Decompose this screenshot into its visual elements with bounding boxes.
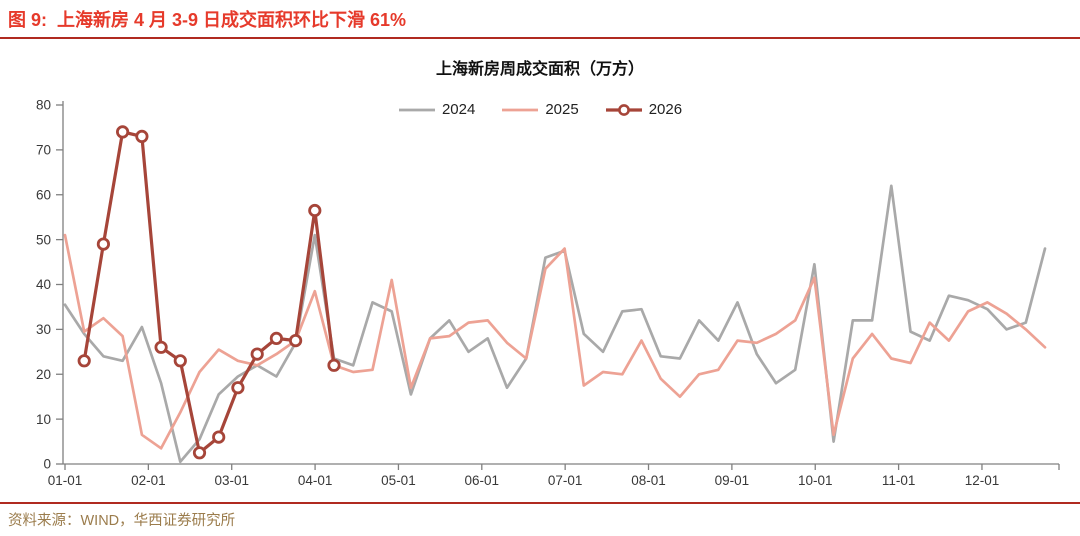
x-tick-label: 01-01 (48, 473, 83, 488)
x-tick-label: 02-01 (131, 473, 166, 488)
legend-line-icon (502, 108, 539, 111)
data-point-marker (77, 354, 91, 368)
data-point-marker (173, 354, 187, 368)
axes (56, 101, 1060, 470)
legend-item-2025[interactable]: 2025 (501, 101, 579, 118)
x-tick-label: 05-01 (381, 473, 416, 488)
data-point-marker (269, 331, 283, 345)
top-divider (0, 37, 1080, 39)
series-line-2026 (82, 130, 336, 455)
data-point-marker (212, 430, 226, 444)
chart-legend: 2024 2025 2026 (0, 101, 1080, 118)
x-tick-label: 12-01 (965, 473, 1000, 488)
legend-item-2026[interactable]: 2026 (605, 101, 682, 118)
legend-label: 2026 (648, 101, 683, 118)
data-point-marker (135, 129, 149, 144)
legend-item-2024[interactable]: 2024 (398, 101, 475, 118)
series-line-2025 (63, 233, 1047, 450)
chart-plot-area: 0 10 20 30 40 50 60 70 80 01-01 02-01 03-01 04-01 05-… (36, 98, 1060, 488)
legend-label: 2025 (545, 101, 579, 118)
data-point-marker (116, 125, 130, 139)
y-tick-label: 60 (36, 187, 51, 202)
data-point-marker (231, 381, 245, 395)
data-point-marker (250, 347, 264, 361)
data-point-marker (192, 446, 207, 460)
series-2024 (63, 184, 1047, 464)
source-note: 资料来源：WIND，华西证券研究所 (8, 513, 236, 529)
chart-title: 上海新房周成交面积（万方） (435, 61, 644, 78)
y-tick-label: 10 (36, 412, 51, 427)
x-tick-label: 08-01 (631, 473, 666, 488)
legend-line-icon (398, 108, 435, 111)
data-point-marker (308, 203, 322, 218)
series-2025 (63, 233, 1047, 450)
y-tick-label: 70 (36, 143, 51, 158)
x-tick-label: 03-01 (214, 473, 249, 488)
y-tick-label: 20 (36, 367, 51, 382)
x-tick-label: 04-01 (298, 473, 333, 488)
y-tick-label: 40 (36, 277, 51, 292)
legend-line-circle-icon (605, 103, 642, 116)
y-tick-label: 80 (36, 98, 51, 113)
data-point-marker (96, 237, 111, 251)
bottom-divider (0, 502, 1080, 504)
data-point-marker (288, 333, 303, 348)
data-point-marker (154, 340, 168, 354)
x-tick-label: 07-01 (548, 473, 583, 488)
legend-label: 2024 (441, 101, 476, 118)
x-tick-label: 06-01 (465, 473, 500, 488)
y-tick-label: 30 (36, 322, 51, 337)
axis-labels: 0 10 20 30 40 50 60 70 80 01-01 02-01 03-01 04-01 05-… (36, 98, 999, 488)
x-tick-label: 10-01 (798, 473, 833, 488)
y-tick-label: 50 (36, 232, 51, 247)
data-point-marker (327, 358, 341, 372)
x-tick-label: 11-01 (882, 473, 916, 488)
x-tick-label: 09-01 (715, 473, 750, 488)
series-line-2024 (63, 184, 1047, 464)
figure-title: 图 9: 上海新房 4 月 3-9 日成交面积环比下滑 61% (8, 10, 407, 30)
series-2026 (77, 125, 341, 460)
y-tick-label: 0 (43, 457, 51, 472)
